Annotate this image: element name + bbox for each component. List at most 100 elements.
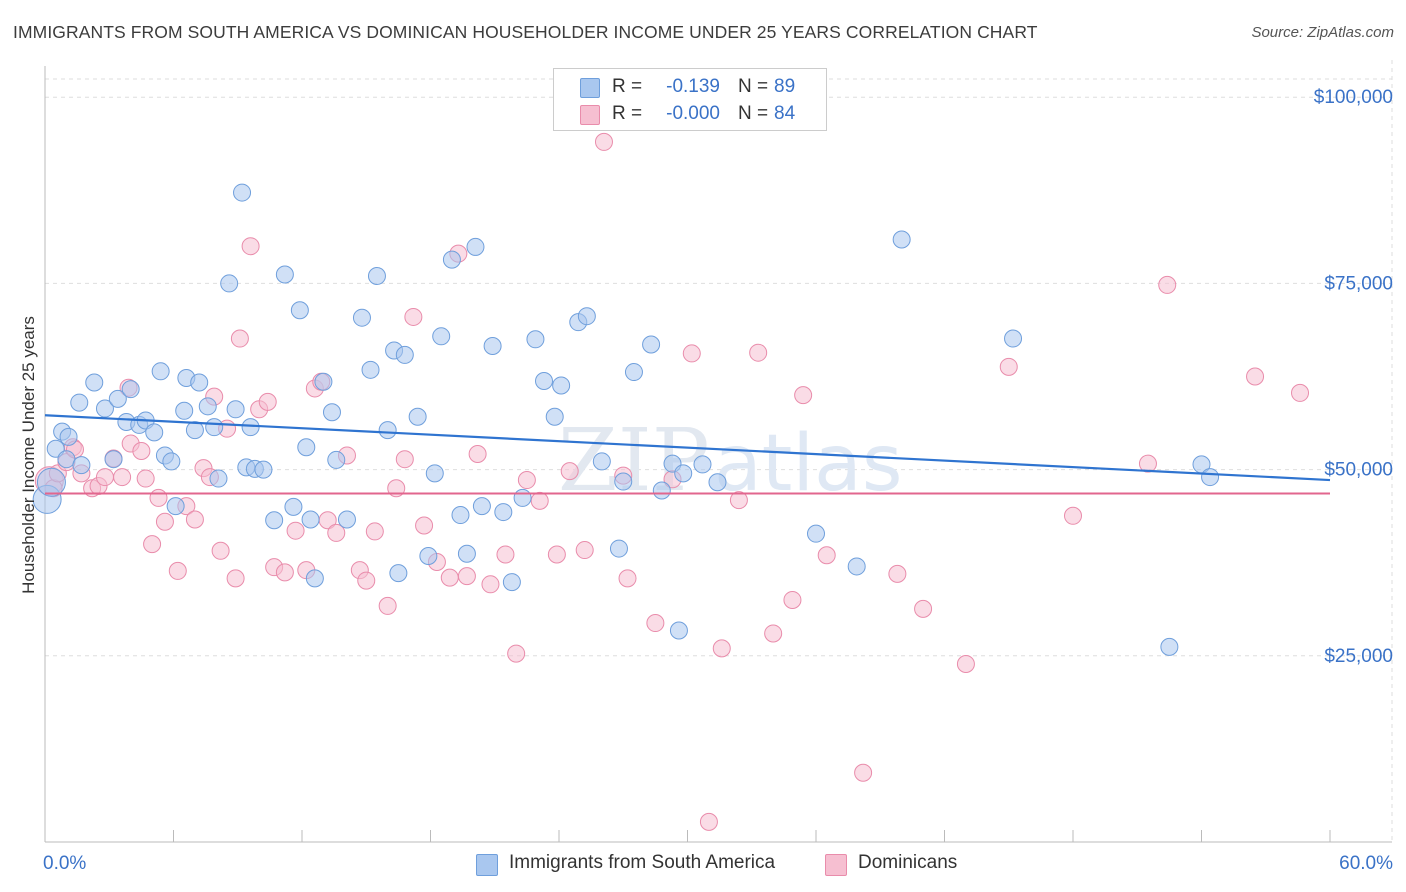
point-immigrants [198,397,217,416]
point-immigrants [451,506,470,525]
point-immigrants [254,460,273,479]
point-dominicans [517,471,536,490]
legend-swatch-pink [825,854,847,876]
point-immigrants [432,327,451,346]
point-dominicans [1138,454,1157,473]
point-immigrants [425,464,444,483]
point-immigrants [322,403,341,422]
point-immigrants [614,472,633,491]
point-immigrants [121,380,140,399]
point-immigrants [457,544,476,563]
point-immigrants [275,265,294,284]
point-dominicans [749,343,768,362]
x-tick-label: 0.0% [43,853,86,874]
point-dominicans [507,644,526,663]
point-dominicans [1291,383,1310,402]
point-immigrants [693,455,712,474]
point-immigrants [175,401,194,420]
point-dominicans [1064,506,1082,525]
point-dominicans [132,442,151,460]
point-dominicans [275,563,294,582]
trend-lines [44,414,1331,495]
point-immigrants [297,438,316,457]
point-immigrants [233,183,252,202]
point-immigrants [1201,468,1220,487]
point-immigrants [807,524,825,543]
point-immigrants [472,497,491,516]
point-immigrants [419,547,438,566]
point-immigrants [162,452,181,471]
legend-label: Immigrants from South America [509,852,776,873]
point-dominicans [404,307,423,326]
point-dominicans [560,462,579,481]
watermark-zip: ZIP [558,411,710,511]
point-dominicans [241,237,260,256]
point-dominicans [496,545,515,564]
point-immigrants [577,307,596,326]
legend-r-label: R = [612,103,643,124]
point-immigrants [545,407,564,426]
point-dominicans [357,571,376,590]
point-dominicans [258,392,277,411]
point-immigrants [166,497,185,516]
point-dominicans [395,450,414,469]
point-dominicans [729,491,748,510]
point-immigrants [642,335,661,354]
point-dominicans [594,132,613,151]
point-dominicans [185,510,204,529]
point-dominicans [168,561,187,580]
point-dominicans [783,590,802,609]
point-immigrants [145,423,164,442]
legend-n-label: N = [738,76,769,97]
legend-r-value: -0.139 [666,76,720,97]
legend-n-value: 89 [774,76,796,97]
legend-n-label: N = [738,103,769,124]
point-dominicans [956,655,975,674]
point-dominicans [155,512,174,531]
point-immigrants [892,230,911,249]
point-dominicans [764,624,783,643]
point-dominicans [226,569,245,588]
point-immigrants [305,569,324,588]
point-dominicans [143,535,162,554]
point-dominicans [415,516,434,535]
series-immigrants-south-america [32,183,1220,656]
point-immigrants [526,330,545,349]
point-immigrants [95,399,114,418]
point-immigrants [241,418,260,437]
point-immigrants [624,363,643,382]
point-immigrants [220,274,239,293]
point-immigrants [290,301,309,320]
axes [44,66,1392,843]
series-dominicans [34,132,1310,831]
y-tick-label: $25,000 [1324,646,1393,667]
point-dominicans [1246,367,1265,386]
source-label: Source: ZipAtlas.com [1251,24,1394,41]
point-immigrants [502,573,521,592]
legend-r-value: -0.000 [666,103,720,124]
point-dominicans [530,491,549,510]
point-dominicans [327,523,346,542]
point-dominicans [286,521,305,540]
point-dominicans [854,763,873,782]
y-tick-label: $100,000 [1314,87,1393,108]
trend-line-immigrants [44,414,1331,482]
point-immigrants [104,450,123,469]
point-immigrants [1160,637,1179,656]
point-immigrants [652,481,671,500]
point-immigrants [72,456,91,475]
point-immigrants [209,469,228,488]
point-immigrants [708,473,727,492]
point-immigrants [389,564,408,583]
legend-r-label: R = [612,76,643,97]
point-immigrants [337,510,356,529]
point-dominicans [575,541,594,560]
point-immigrants [483,336,502,355]
point-immigrants [185,421,204,440]
point-dominicans [136,469,155,488]
point-immigrants [361,360,380,379]
point-immigrants [265,511,284,530]
point-dominicans [211,541,230,560]
x-tick-label: 60.0% [1339,853,1393,874]
